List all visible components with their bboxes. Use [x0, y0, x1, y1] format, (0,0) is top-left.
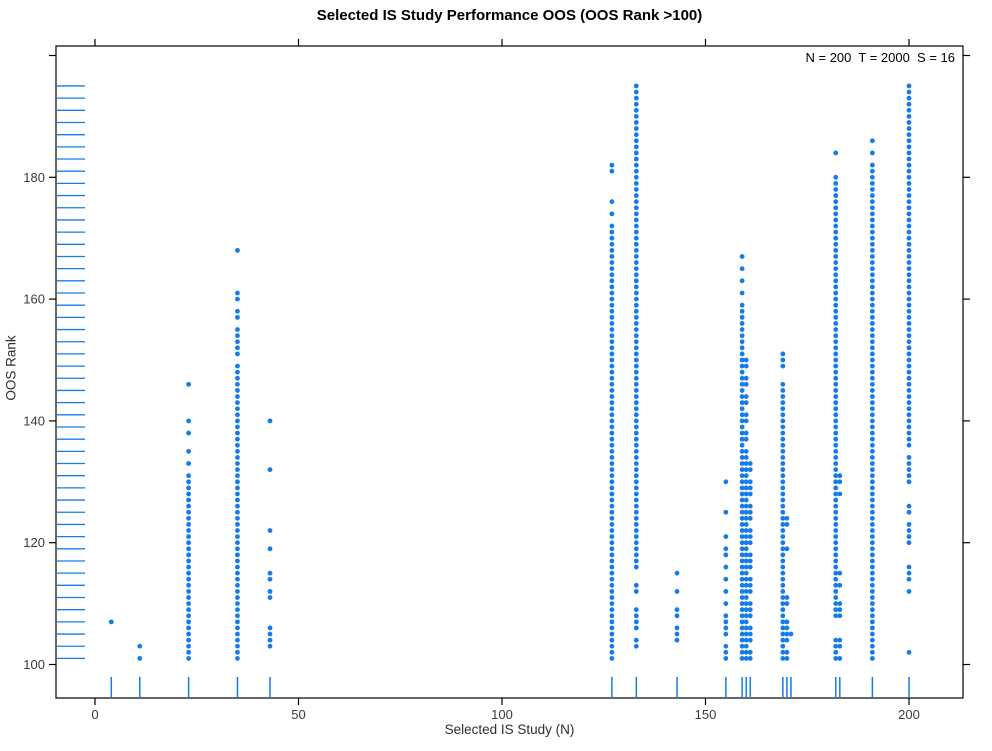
svg-text:140: 140	[23, 413, 45, 428]
svg-text:200: 200	[898, 707, 920, 722]
x-axis-label: Selected IS Study (N)	[444, 722, 575, 737]
svg-text:120: 120	[23, 535, 45, 550]
svg-text:180: 180	[23, 170, 45, 185]
svg-text:100: 100	[23, 657, 45, 672]
svg-text:150: 150	[695, 707, 717, 722]
svg-text:160: 160	[23, 292, 45, 307]
chart-title: Selected IS Study Performance OOS (OOS R…	[316, 7, 703, 24]
svg-text:50: 50	[291, 707, 305, 722]
svg-text:100: 100	[491, 707, 513, 722]
stats-annotation: N = 200 T = 2000 S = 16	[805, 50, 956, 65]
y-axis-label: OOS Rank	[3, 335, 19, 401]
svg-text:0: 0	[91, 707, 98, 722]
